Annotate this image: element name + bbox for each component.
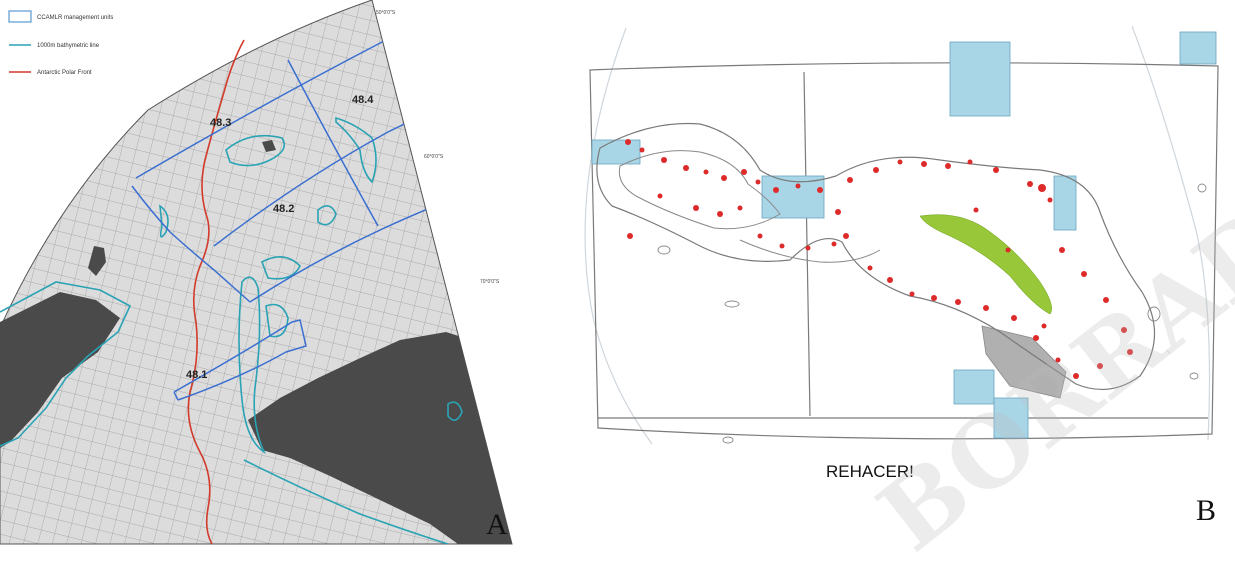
antarctic-polar-front <box>187 39 245 544</box>
coord-label-70s: 70°0'0"S <box>480 279 500 285</box>
graticule-arcs <box>584 25 1211 445</box>
ccamlr-management-units <box>131 39 441 401</box>
map-panel-a: CCAMLR management units 1000m bathymetri… <box>0 0 513 545</box>
land-antarctic-peninsula <box>248 332 512 544</box>
map-b-frame <box>589 62 1219 440</box>
coord-label-50s: 50°0'0"S <box>376 10 396 16</box>
depth-contour-tail <box>739 239 881 263</box>
grey-box-area <box>981 325 1067 399</box>
coord-label-60s: 60°0'0"S <box>424 154 444 160</box>
bathymetric-lines <box>0 116 463 544</box>
green-patch-area <box>919 214 1052 315</box>
map-panel-b <box>584 25 1219 445</box>
panel-letter-a: A <box>486 508 508 541</box>
subarea-label-48-3: 48.3 <box>210 117 231 129</box>
red-point-clusters <box>625 139 1133 379</box>
depth-contour-loop <box>596 122 1156 390</box>
depth-contour-inner <box>618 150 781 230</box>
legend-swatch-management-units <box>8 10 32 23</box>
subarea-label-48-2: 48.2 <box>273 203 294 215</box>
blue-box-areas <box>591 31 1217 439</box>
legend-label-bathymetric: 1000m bathymetric line <box>37 43 100 49</box>
legend-label-polar-front: Antarctic Polar Front <box>37 70 92 76</box>
subarea-label-48-4: 48.4 <box>352 94 374 106</box>
legend-label-management-units: CCAMLR management units <box>37 15 113 21</box>
map-a-legend: CCAMLR management units 1000m bathymetri… <box>8 10 113 76</box>
land-south-america <box>0 292 120 448</box>
small-contour-fragments <box>657 183 1207 444</box>
panel-letter-b: B <box>1196 494 1217 527</box>
subarea-label-48-1: 48.1 <box>186 369 207 381</box>
rehacer-note: REHACER! <box>826 462 914 481</box>
